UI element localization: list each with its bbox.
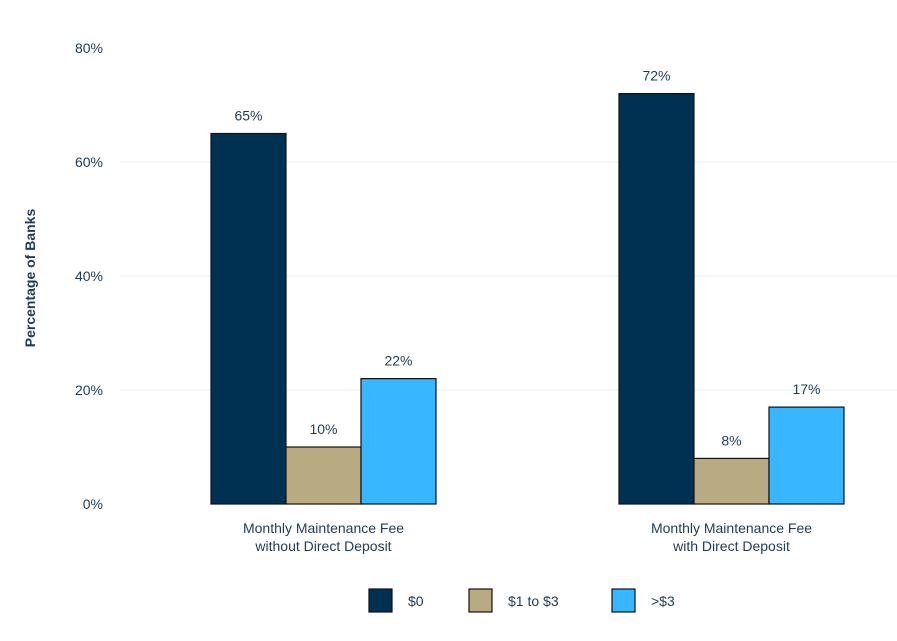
y-axis-ticks: 0% 20% 40% 60% 80% <box>75 40 103 512</box>
x-axis-ticks: Monthly Maintenance Fee without Direct De… <box>243 520 812 554</box>
legend-item[interactable]: $0 <box>368 588 424 613</box>
y-tick-label: 0% <box>83 496 103 512</box>
legend: $0 $1 to $3 >$3 <box>368 588 675 613</box>
data-label: 10% <box>309 421 337 437</box>
bar-zero <box>618 92 695 505</box>
bar-one-to-three <box>693 457 770 505</box>
data-label: 17% <box>792 381 820 397</box>
y-axis-title: Percentage of Banks <box>22 209 38 348</box>
y-tick-label: 80% <box>75 40 103 56</box>
legend-swatch <box>611 588 636 613</box>
data-labels: 65% 72% 10% 8% 22% 17% <box>234 68 820 449</box>
data-label: 65% <box>234 108 262 124</box>
bars <box>210 92 845 505</box>
y-tick-label: 20% <box>75 382 103 398</box>
data-label: 72% <box>642 68 670 84</box>
legend-item[interactable]: $1 to $3 <box>468 588 559 613</box>
x-category-label: Monthly Maintenance Fee without Direct De… <box>243 520 404 554</box>
bar-over-three <box>768 406 845 505</box>
data-label: 22% <box>384 353 412 369</box>
x-category-label: Monthly Maintenance Fee with Direct Depos… <box>651 520 812 554</box>
legend-swatch <box>368 588 393 613</box>
data-label: 8% <box>721 432 741 448</box>
legend-label: $1 to $3 <box>508 593 559 609</box>
legend-label: >$3 <box>651 593 675 609</box>
bar-over-three <box>360 378 437 505</box>
legend-item[interactable]: >$3 <box>611 588 675 613</box>
legend-label: $0 <box>408 593 424 609</box>
legend-swatch <box>468 588 493 613</box>
bar-zero <box>210 132 287 505</box>
bar-one-to-three <box>285 446 362 505</box>
y-tick-label: 60% <box>75 154 103 170</box>
y-tick-label: 40% <box>75 268 103 284</box>
